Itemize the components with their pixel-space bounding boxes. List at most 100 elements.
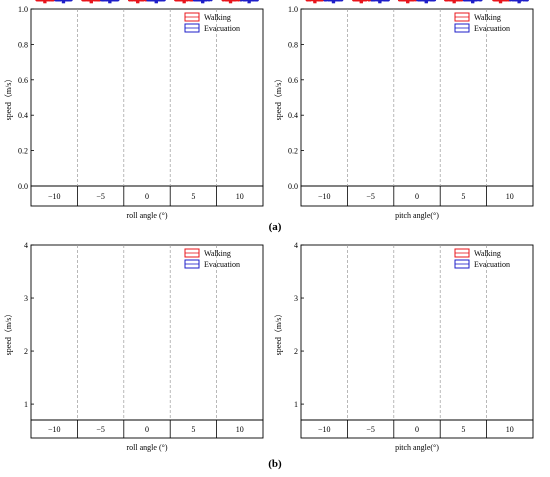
sample-point [308,0,311,2]
y-axis-label: speed（m/s） [4,310,13,356]
sample-point [376,0,379,2]
sample-point [178,0,181,2]
category-label: −5 [366,192,375,201]
legend-label: Walking [204,13,231,22]
sample-point [54,0,58,2]
category-row [30,419,264,439]
mean-marker [136,0,140,4]
chart-panel-2: 0.0 0.2 0.4 0.6 0.8 1.0 −10 −5 0 5 10 pitch angle(°… [274,0,534,220]
sample-point [58,0,61,2]
y-tick-label: 0.4 [288,111,298,120]
x-axis-label: pitch angle(°) [395,211,439,220]
chart-panel-4: 1 2 3 4 −10 −5 0 5 10 pitch angle(°) speed（m/s） Wal… [274,0,534,452]
y-tick-label: 1 [294,400,298,409]
sample-point [493,0,497,2]
sample-point [113,0,117,2]
category-label: 0 [415,425,419,434]
sample-point [128,0,132,2]
y-tick-label: 1 [24,400,28,409]
category-label: 0 [145,425,149,434]
category-label: −10 [318,192,331,201]
sample-point [509,0,513,2]
mean-marker [228,0,233,4]
sample-point [353,0,357,2]
mean-marker [182,0,186,4]
legend-label: Evacuation [474,24,510,33]
sample-point [368,0,372,2]
y-tick-label: 2 [24,347,28,356]
sample-point [338,0,342,2]
category-label: −10 [318,425,331,434]
sample-point [256,0,259,2]
sample-point [83,0,86,2]
sample-point [417,0,421,2]
category-label: 5 [461,425,465,434]
sample-point [253,0,257,2]
category-label: 10 [506,192,514,201]
sample-point [317,0,321,2]
sample-point [422,0,425,2]
sample-point [100,0,104,2]
y-tick-label: 0.0 [18,182,28,191]
category-label: 5 [191,425,195,434]
y-tick-label: 1.0 [18,5,28,14]
sample-point [133,0,137,2]
category-label: −10 [48,192,61,201]
y-axis-label: speed（m/s） [274,75,283,121]
sample-point [479,0,483,2]
sample-point [356,0,360,2]
y-tick-label: 0.8 [288,40,298,49]
sample-point [382,0,385,2]
y-tick-label: 0.2 [288,147,298,156]
plot-frame [300,8,534,187]
legend-label: Evacuation [474,260,510,269]
series-evacuation [54,0,259,4]
mean-marker [498,0,503,4]
sample-point [251,0,254,2]
sample-point [159,0,163,2]
sample-point [131,0,134,2]
category-row [300,419,534,439]
category-label: −10 [48,425,61,434]
sample-point [110,0,114,2]
sample-point [372,0,376,2]
chart-panel-3: 1 2 3 4 −10 −5 0 5 10 roll angle (°) speed（m/s） Wal… [4,0,264,452]
category-label: −5 [96,425,105,434]
y-tick-label: 1.0 [288,5,298,14]
category-label: 10 [236,425,244,434]
mean-marker [154,0,158,4]
sample-point [151,0,155,2]
mean-marker [247,0,251,4]
category-label: 10 [506,425,514,434]
chart-panel-1: 0.0 0.2 0.4 0.6 0.8 1.0 −10 −5 0 5 10 roll angle (°… [4,0,264,220]
sample-point [35,0,39,2]
category-label: 10 [236,192,244,201]
sample-point [244,0,248,2]
y-tick-label: 4 [24,241,28,250]
series-walking [35,0,241,4]
legend-label: Walking [474,249,501,258]
y-tick-label: 0.2 [18,147,28,156]
y-tick-label: 3 [24,294,28,303]
sample-point [458,0,461,2]
mean-marker [108,0,112,4]
sample-point [68,0,72,2]
sample-point [203,0,207,2]
mean-marker [89,0,93,4]
y-tick-label: 0.6 [18,76,28,85]
sample-point [448,0,452,2]
plot-frame [30,8,264,187]
sample-point [97,0,101,2]
category-label: −5 [96,192,105,201]
x-axis-label: pitch angle(°) [395,443,439,452]
sample-point [234,0,237,2]
plot-frame [30,244,264,421]
mean-marker [406,0,410,4]
sample-point [432,0,435,2]
sample-point [520,0,523,2]
mean-marker [452,0,456,4]
sample-point [237,0,241,2]
sample-point [147,0,150,2]
